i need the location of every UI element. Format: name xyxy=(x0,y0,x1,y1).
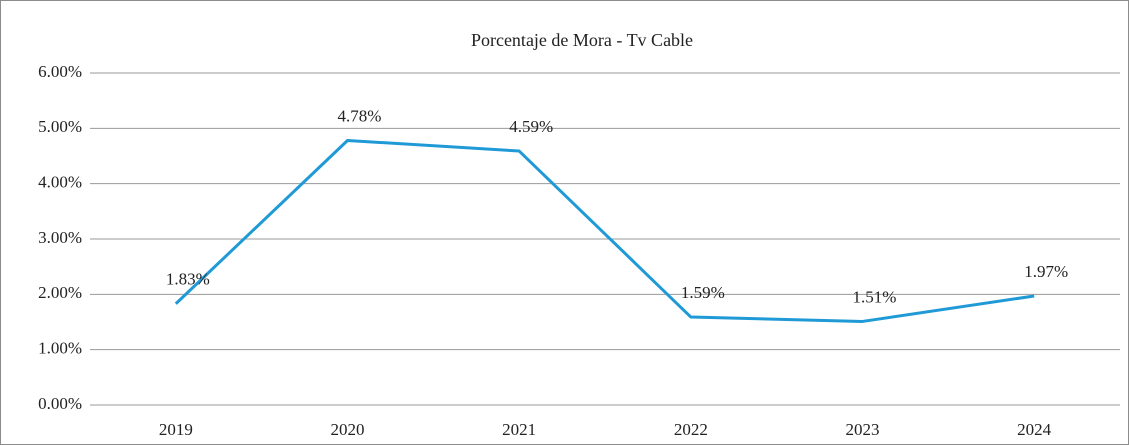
y-tick-label: 6.00% xyxy=(38,62,82,81)
x-tick-label: 2020 xyxy=(331,420,365,439)
x-tick-label: 2023 xyxy=(846,420,880,439)
data-label: 1.59% xyxy=(681,283,725,302)
y-tick-label: 4.00% xyxy=(38,173,82,192)
y-tick-label: 3.00% xyxy=(38,228,82,247)
y-tick-label: 0.00% xyxy=(38,394,82,413)
data-label: 4.59% xyxy=(509,117,553,136)
chart-title: Porcentaje de Mora - Tv Cable xyxy=(471,30,693,50)
data-line xyxy=(174,139,1035,323)
data-label: 1.51% xyxy=(853,287,897,306)
data-label: 4.78% xyxy=(338,106,382,125)
x-tick-label: 2022 xyxy=(674,420,708,439)
y-tick-label: 1.00% xyxy=(38,339,82,358)
y-tick-label: 2.00% xyxy=(38,283,82,302)
y-tick-label: 5.00% xyxy=(38,117,82,136)
data-label: 1.97% xyxy=(1024,262,1068,281)
x-tick-label: 2019 xyxy=(159,420,193,439)
x-tick-label: 2021 xyxy=(502,420,536,439)
x-tick-label: 2024 xyxy=(1017,420,1052,439)
data-label: 1.83% xyxy=(166,270,210,289)
